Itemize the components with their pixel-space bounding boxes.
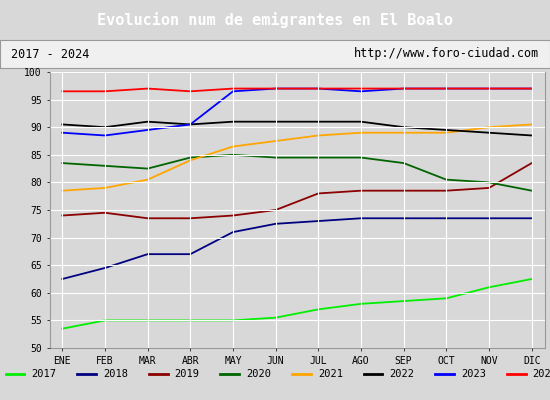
Text: 2018: 2018 [103,369,128,379]
Text: 2021: 2021 [318,369,343,379]
Text: 2020: 2020 [246,369,271,379]
Text: Evolucion num de emigrantes en El Boalo: Evolucion num de emigrantes en El Boalo [97,12,453,28]
Text: http://www.foro-ciudad.com: http://www.foro-ciudad.com [354,48,539,60]
Text: 2019: 2019 [174,369,200,379]
Text: 2023: 2023 [461,369,486,379]
Text: 2022: 2022 [389,369,414,379]
Text: 2017: 2017 [31,369,56,379]
Text: 2017 - 2024: 2017 - 2024 [11,48,89,60]
Text: 2024: 2024 [532,369,550,379]
